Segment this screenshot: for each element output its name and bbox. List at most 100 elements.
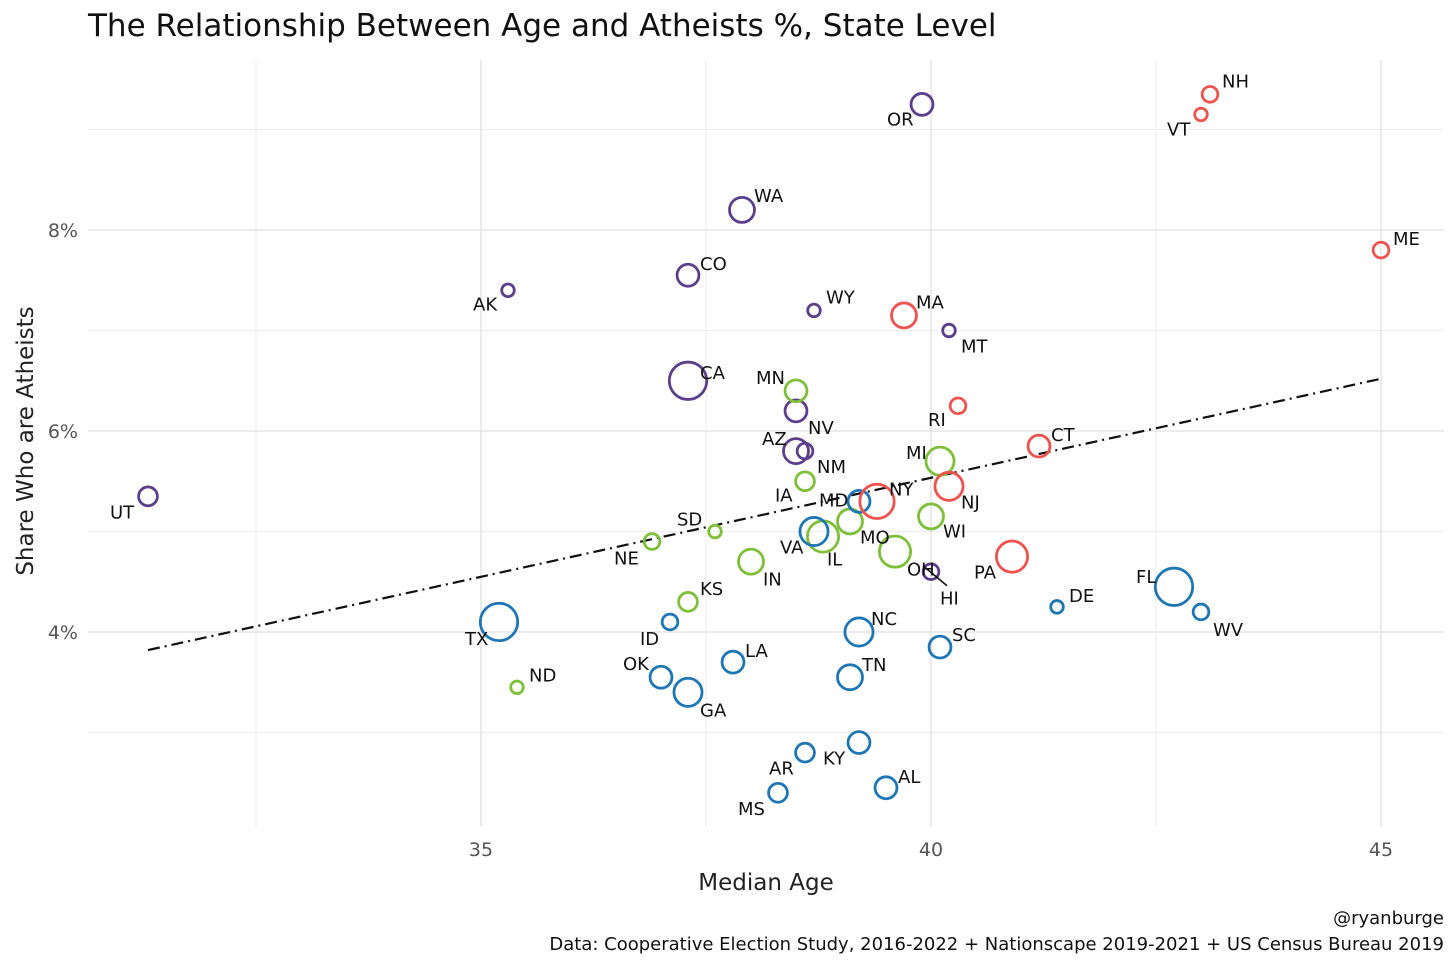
- point-ut: [137, 485, 159, 508]
- point-la: [720, 649, 746, 675]
- credit-caption: @ryanburge: [1333, 908, 1444, 929]
- point-ar: [794, 741, 816, 764]
- point-label-ma: MA: [916, 292, 945, 313]
- point-wy: [806, 302, 822, 319]
- point-label-hi: HI: [940, 589, 959, 610]
- point-label-de: DE: [1069, 586, 1094, 607]
- point-label-or: OR: [887, 109, 914, 130]
- point-label-md: MD: [819, 490, 848, 511]
- point-label-nv: NV: [808, 418, 834, 439]
- x-tick-label: 45: [1369, 839, 1393, 861]
- point-label-ut: UT: [110, 502, 135, 523]
- point-vt: [1193, 106, 1209, 123]
- point-ma: [890, 301, 918, 330]
- point-label-ak: AK: [473, 294, 498, 315]
- point-label-co: CO: [700, 254, 727, 275]
- point-ks: [677, 591, 699, 613]
- point-label-va: VA: [780, 538, 804, 559]
- point-label-sc: SC: [952, 625, 976, 646]
- point-ia: [794, 470, 816, 493]
- point-ca: [667, 360, 709, 401]
- point-label-nj: NJ: [961, 492, 980, 513]
- point-labels-group: UT AK WA CO CA OR WY MT NV AZ NM HI MN IA MI WI MO OH IL SD…: [110, 71, 1420, 819]
- point-label-mi: MI: [906, 443, 927, 464]
- trend-line-group: [147, 377, 1382, 652]
- y-axis-ticks: 4% 6% 8%: [48, 220, 78, 644]
- point-label-ok: OK: [623, 654, 650, 675]
- point-ky: [846, 730, 872, 755]
- point-label-in: IN: [763, 570, 782, 591]
- point-label-mn: MN: [756, 368, 785, 389]
- x-axis-ticks: 35 40 45: [469, 839, 1393, 861]
- point-ne: [642, 532, 662, 551]
- point-label-az: AZ: [762, 429, 787, 450]
- point-nd: [509, 679, 525, 695]
- point-il: [806, 519, 841, 554]
- point-hi: [921, 562, 941, 581]
- point-label-me: ME: [1393, 229, 1420, 250]
- point-label-nd: ND: [529, 665, 556, 686]
- y-tick-label: 4%: [48, 622, 78, 644]
- point-ri: [948, 396, 968, 416]
- point-label-wv: WV: [1213, 620, 1244, 641]
- point-label-ga: GA: [700, 700, 727, 721]
- point-label-nm: NM: [817, 457, 846, 478]
- point-oh: [878, 534, 913, 569]
- point-label-ia: IA: [775, 485, 793, 506]
- point-label-la: LA: [745, 641, 768, 662]
- point-label-ny: NY: [889, 479, 914, 500]
- point-al: [873, 775, 899, 801]
- point-mt: [941, 322, 957, 339]
- point-pa: [995, 539, 1030, 574]
- point-tn: [836, 663, 864, 692]
- point-label-ct: CT: [1051, 425, 1076, 446]
- point-label-oh: OH: [907, 560, 935, 581]
- point-label-pa: PA: [974, 563, 997, 584]
- point-nm: [795, 441, 815, 461]
- point-nj: [933, 470, 965, 502]
- point-tx: [478, 601, 520, 643]
- point-ms: [767, 781, 789, 804]
- grid: [88, 60, 1444, 826]
- point-sc: [927, 634, 953, 660]
- point-label-il: IL: [827, 550, 842, 571]
- point-label-id: ID: [640, 629, 659, 650]
- x-axis-title: Median Age: [698, 870, 833, 896]
- point-label-nh: NH: [1222, 71, 1249, 92]
- point-ga: [672, 676, 704, 708]
- chart-title: The Relationship Between Age and Atheist…: [87, 8, 997, 44]
- point-in: [737, 547, 765, 576]
- point-label-vt: VT: [1167, 119, 1191, 140]
- point-label-mo: MO: [860, 527, 890, 548]
- point-label-mt: MT: [961, 337, 989, 358]
- point-label-tx: TX: [464, 629, 488, 650]
- point-nc: [843, 616, 875, 648]
- point-ak: [500, 282, 516, 299]
- point-va: [798, 516, 830, 547]
- point-co: [675, 262, 701, 288]
- point-de: [1049, 599, 1065, 615]
- x-tick-label: 40: [919, 839, 943, 861]
- point-md: [846, 488, 872, 514]
- point-id: [660, 612, 680, 632]
- point-label-fl: FL: [1136, 567, 1156, 588]
- point-label-ky: KY: [823, 749, 846, 770]
- point-az: [782, 437, 810, 466]
- point-ok: [648, 664, 674, 690]
- point-label-ne: NE: [614, 549, 639, 570]
- point-label-al: AL: [898, 767, 920, 788]
- point-label-ar: AR: [769, 759, 794, 780]
- point-me: [1371, 240, 1391, 260]
- label-leader-hi: [922, 565, 948, 587]
- point-label-tn: TN: [861, 655, 886, 676]
- point-label-ri: RI: [928, 410, 946, 431]
- y-tick-label: 8%: [48, 220, 78, 242]
- point-label-wi: WI: [943, 521, 966, 542]
- y-tick-label: 6%: [48, 421, 78, 443]
- point-label-ks: KS: [700, 579, 723, 600]
- point-label-ca: CA: [700, 363, 726, 384]
- y-axis-title: Share Who are Atheists: [13, 306, 39, 575]
- point-wa: [728, 195, 756, 224]
- point-mn: [783, 378, 809, 404]
